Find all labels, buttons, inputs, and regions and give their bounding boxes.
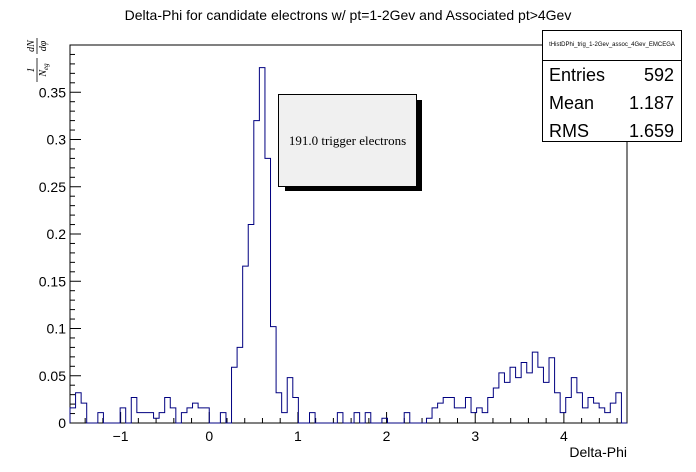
svg-text:dN: dN [26,39,37,52]
stats-histogram-name: tHistDPhi_trig_1-2Gev_assoc_4Gev_EMCEGA [543,31,681,61]
y-tick-label: 0.35 [39,84,66,100]
y-axis: 0 0.05 0.1 0.15 0.2 0.25 0.3 0.35 [39,53,81,431]
svg-text:1: 1 [26,68,37,73]
stats-row-mean: Mean 1.187 [549,90,674,116]
x-axis-label: Delta-Phi [569,444,627,460]
chart-title: Delta-Phi for candidate electrons w/ pt=… [124,7,572,23]
x-tick-label: 1 [294,428,302,444]
annotation-text: 191.0 trigger electrons [288,132,407,148]
x-tick-label: −1 [113,428,129,444]
stats-row-rms: RMS 1.659 [549,118,674,144]
annotation-box: 191.0 trigger electrons [278,94,417,187]
y-tick-label: 0 [58,415,66,431]
stats-mean-value: 1.187 [628,93,674,113]
svg-text:Neg: Neg [38,63,50,78]
stats-mean-label: Mean [549,93,595,113]
y-tick-label: 0.1 [47,321,67,337]
histogram-series [69,67,627,424]
stats-box: tHistDPhi_trig_1-2Gev_assoc_4Gev_EMCEGA … [542,30,682,142]
y-tick-label: 0.15 [39,273,66,289]
x-tick-label: 0 [205,428,213,444]
stats-entries-value: 592 [643,65,674,85]
y-tick-label: 0.25 [39,179,66,195]
x-tick-label: 2 [383,428,391,444]
y-tick-label: 0.3 [47,132,67,148]
y-axis-label: 1 Neg dN dφ [26,38,50,82]
y-tick-label: 0.05 [39,368,66,384]
x-tick-label: 3 [471,428,479,444]
stats-entries-label: Entries [549,65,606,85]
stats-rms-label: RMS [549,121,589,141]
stats-rms-value: 1.659 [628,121,674,141]
x-tick-label: 4 [560,428,568,444]
stats-row-entries: Entries 592 [549,62,674,88]
svg-text:dφ: dφ [38,40,49,51]
y-tick-label: 0.2 [47,226,67,242]
x-axis: −1 0 1 2 3 4 [84,412,618,444]
